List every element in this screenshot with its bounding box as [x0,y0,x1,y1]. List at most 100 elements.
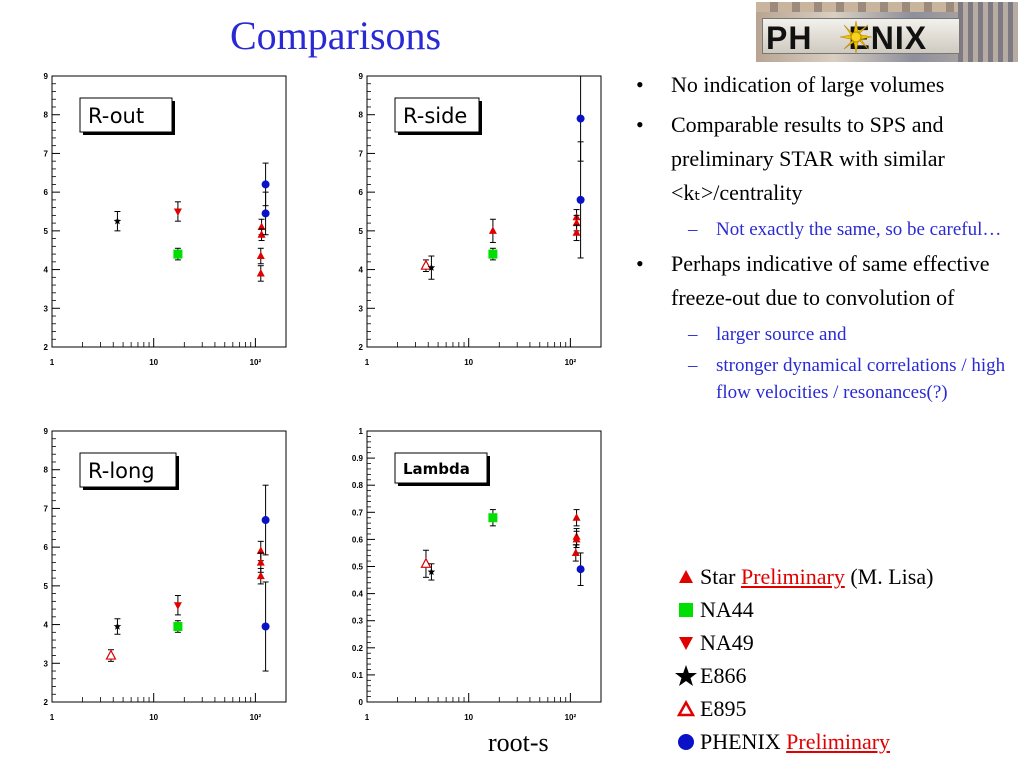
data-point-phenix [261,622,270,631]
y-tick-label: 0.3 [352,617,364,626]
red-open-triangle-icon [672,699,700,718]
y-tick-label: 3 [359,304,364,313]
y-tick-label: 2 [359,343,364,352]
sub-bullet-item: – stronger dynamical correlations / high … [688,355,1006,403]
y-tick-label: 9 [359,72,364,81]
x-tick-label: 1 [50,713,55,722]
y-tick-label: 2 [44,343,49,352]
chart-title: R-out [88,104,144,128]
legend: Star Preliminary (M. Lisa) NA44 NA49 E86… [672,560,933,758]
sub-bullet-item: – larger source and [688,324,847,345]
chart-panel-r-long: 2 3 4 5 6 7 8 9 1 10 10² R-long [28,423,303,733]
chart-title: Lambda [403,460,470,478]
logo-wordmark: PH ENIX [766,20,927,57]
slide-title: Comparisons [230,13,442,58]
logo-detector-photo [958,2,1018,62]
preliminary-link[interactable]: Preliminary [786,729,891,754]
y-tick-label: 7 [44,504,49,513]
data-point-star [572,534,581,543]
red-triangle-down-icon [672,634,700,652]
data-point-e895 [420,557,432,568]
legend-item-na49: NA49 [672,626,933,659]
phenix-logo: PH ENIX [756,2,1018,62]
data-point-na49 [173,602,182,610]
y-tick-label: 6 [44,188,49,197]
data-point-na49 [173,208,182,216]
legend-item-e866: E866 [672,659,933,692]
data-point-star [256,251,265,260]
y-tick-label: 6 [44,543,49,552]
bullet-item: Comparable results to SPS and preliminar… [628,108,1018,210]
data-point-star [256,558,265,566]
chart-svg: 2 3 4 5 6 7 8 9 1 10 10² R-long [44,427,287,722]
x-tick-label: 10 [149,358,158,367]
data-point-star [572,218,581,227]
legend-item-phenix: PHENIX Preliminary [672,725,933,758]
data-point-e866 [427,263,436,271]
y-tick-label: 7 [359,149,364,158]
plot-frame [51,75,287,348]
title-box [79,97,173,133]
data-point-e866 [113,217,122,225]
y-tick-label: 9 [44,427,49,436]
legend-item-star: Star Preliminary (M. Lisa) [672,560,933,593]
data-point-e895 [105,649,117,660]
data-point-na44 [488,249,498,259]
bullet-item: Perhaps indicative of same effective fre… [628,247,1018,315]
data-point-phenix [576,195,585,204]
data-point-star [572,513,581,521]
data-point-star [257,230,266,238]
black-star-icon [672,664,700,688]
y-tick-label: 4 [44,621,49,630]
x-tick-label: 10 [149,713,158,722]
legend-item-e895: E895 [672,692,933,725]
sub-bullet-item: – Not exactly the same, so be careful… [688,219,1002,240]
bullet-item: No indication of large volumes [628,68,1018,102]
data-point-na44 [173,622,183,632]
chart-svg: 0 0.1 0.2 0.3 0.4 0.5 0.6 0.7 0.8 0.9 1 1 10 10² Lambd… [352,427,602,722]
y-tick-label: 8 [359,111,364,120]
preliminary-link[interactable]: Preliminary [740,564,845,589]
y-tick-label: 9 [44,72,49,81]
x-tick-label: 10² [250,713,262,722]
bullet-list: No indication of large volumes Comparabl… [628,68,1018,410]
y-tick-label: 1 [359,427,364,436]
data-point-na44 [173,249,183,259]
data-point-star [488,226,497,234]
data-point-star [256,268,265,277]
data-point-star [257,222,266,230]
data-point-phenix [576,114,585,123]
chart-title: R-side [403,104,467,128]
x-tick-label: 10² [250,358,262,367]
data-point-na44 [488,513,498,523]
y-tick-label: 0.1 [352,671,364,680]
x-tick-label: 1 [365,358,370,367]
plot-frame [366,75,602,348]
data-point-phenix [261,516,270,525]
logo-banner-decoration [756,2,1018,12]
chart-panel-lambda: 0 0.1 0.2 0.3 0.4 0.5 0.6 0.7 0.8 0.9 1 1 10 10² Lambd… [343,423,618,733]
data-point-phenix [261,209,270,218]
y-tick-label: 5 [359,227,364,236]
y-tick-label: 0.2 [352,644,364,653]
green-square-icon [672,601,700,619]
y-tick-label: 0 [359,698,364,707]
data-point-e866 [427,567,436,576]
x-tick-label: 10 [464,358,473,367]
data-point-phenix [576,565,585,574]
y-tick-label: 0.6 [352,535,364,544]
data-point-star [572,228,581,236]
title-box [394,97,480,133]
y-tick-label: 0.9 [352,454,364,463]
x-tick-label: 1 [365,713,370,722]
legend-item-na44: NA44 [672,593,933,626]
title-box [79,452,177,488]
blue-circle-icon [672,732,700,752]
y-tick-label: 5 [44,227,49,236]
y-tick-label: 7 [44,149,49,158]
y-tick-label: 3 [44,659,49,668]
y-tick-label: 0.7 [352,508,364,517]
data-point-star [256,571,265,580]
x-tick-label: 10 [464,713,473,722]
y-tick-label: 0.4 [352,590,364,599]
